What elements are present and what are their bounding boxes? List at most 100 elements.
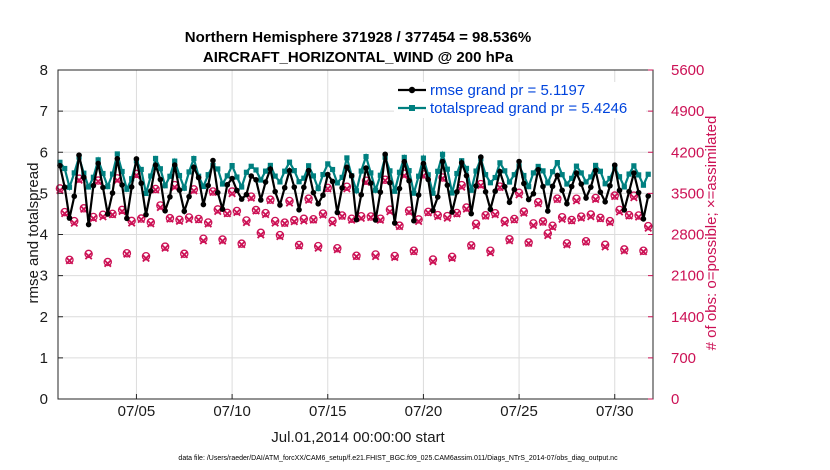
spread-point [363,154,369,160]
spread-point [497,160,503,166]
rmse-line [58,154,650,225]
y-tick-label-left: 5 [40,185,48,202]
obs-assimilated-point [218,237,227,245]
obs-assimilated-point [142,254,150,263]
rmse-point [305,167,312,174]
obs-possible-point [577,212,586,221]
obs-assimilated-point [433,212,442,221]
legend-spread-label: totalspread grand pr = 5.4246 [430,100,627,117]
obs-assimilated-point [606,218,614,227]
rmse-point [368,180,374,186]
rmse-point [631,170,637,176]
spread-point [248,163,254,169]
rmse-point [224,181,231,188]
spread-point [119,168,125,175]
obs-assimilated-point [500,219,509,227]
obs-possible-point [333,243,342,253]
obs-assimilated-point [639,247,648,256]
rmse-point [396,185,403,192]
obs-possible-point [261,208,270,218]
obs-assimilated-point [204,220,213,228]
spread-point [124,186,130,192]
rmse-point [128,184,135,190]
obs-possible-point [103,257,112,267]
spread-point [554,160,560,166]
spread-point [387,168,393,174]
rmse-point [535,166,542,173]
obs-possible-point [486,246,495,255]
spread-point [200,183,207,190]
obs-assimilated-point [256,231,265,239]
spread-point [262,168,269,174]
rmse-point [458,159,465,166]
rmse-point [238,196,245,202]
rmse-point [544,208,551,214]
obs-assimilated-point [491,210,499,219]
obs-assimilated-point [352,252,361,261]
rmse-point [315,200,321,207]
rmse-point [559,187,565,194]
spread-point [396,169,403,175]
obs-possible-point [318,209,328,218]
spread-point [205,172,211,178]
spread-point [573,163,580,169]
rmse-point [549,183,556,190]
y-tick-label-right: 700 [671,350,696,367]
obs-possible-point [127,216,136,226]
rmse-point [444,182,451,188]
obs-assimilated-point [156,203,165,212]
spread-point [66,184,73,190]
spread-point [368,170,374,176]
obs-possible-point [481,211,490,220]
obs-assimilated-point [467,242,476,251]
rmse-point [262,179,269,185]
obs-assimilated-point [443,214,452,222]
spread-point [176,172,183,179]
obs-assimilated-point [309,216,318,224]
spread-point [420,155,427,161]
obs-assimilated-point [199,236,208,245]
spread-point [143,190,149,197]
rmse-point [411,217,417,224]
obs-possible-point [505,235,514,244]
obs-assimilated-point [563,240,571,249]
obs-possible-point [567,215,576,225]
y-tick-label-right: 1400 [671,309,704,326]
obs-possible-point [639,246,648,256]
rmse-point [100,184,106,191]
spread-point [291,168,297,174]
obs-possible-point [500,216,509,226]
spread-point [86,184,92,190]
obs-possible-point [514,188,524,198]
y-tick-label-right: 0 [671,391,679,408]
spread-point [597,168,603,174]
obs-assimilated-point [630,193,638,202]
spread-point [439,151,446,157]
rmse-point [640,216,647,222]
spread-point [286,159,293,165]
rmse-point [147,188,154,194]
legend-rmse-marker [408,86,416,94]
obs-assimilated-point [347,216,356,225]
obs-possible-point [581,236,591,246]
rmse-point [430,207,436,214]
obs-assimilated-point [242,218,251,227]
obs-possible-point [433,210,443,220]
y-axis-label-left: rmse and totalspread [25,163,42,304]
x-axis-label: Jul.01,2014 00:00:00 start [271,429,445,446]
obs-assimilated-point [137,215,146,224]
obs-assimilated-point [65,256,74,265]
rmse-point [114,155,121,162]
spread-point [272,173,278,179]
obs-assimilated-point [410,247,418,256]
obs-assimilated-point [118,207,126,216]
rmse-point [492,188,498,195]
spread-point [267,162,273,169]
spread-point [602,181,608,187]
rmse-point [482,188,489,195]
obs-possible-point [299,214,309,224]
spread-point [616,174,623,180]
x-tick-label: 07/20 [405,403,443,420]
spread-point [621,184,627,190]
